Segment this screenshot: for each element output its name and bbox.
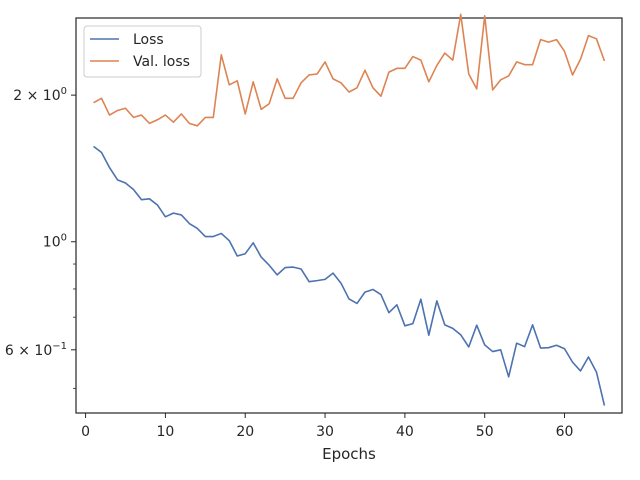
legend-label-val-loss: Val. loss [133,54,190,70]
legend-label-loss: Loss [133,32,164,48]
series-line-val-loss [93,13,606,127]
x-tick-label: 60 [556,424,574,440]
x-tick-label: 30 [316,424,334,440]
x-axis-title: Epochs [322,445,376,463]
y-tick-label: 100 [43,233,67,251]
x-tick-label: 0 [81,424,90,440]
x-tick-label: 10 [156,424,174,440]
x-tick-label: 20 [236,424,254,440]
legend: Loss Val. loss [83,25,202,78]
y-tick-label: 2 × 100 [13,86,67,104]
y-tick-label: 6 × 10−1 [5,341,67,359]
x-tick-label: 50 [476,424,494,440]
ticks-layer: 0 10 20 30 40 50 60 6 × 10−1 100 2 × 100 [5,86,574,440]
series-line-loss [93,145,606,406]
series-layer [93,13,606,406]
x-tick-label: 40 [396,424,414,440]
